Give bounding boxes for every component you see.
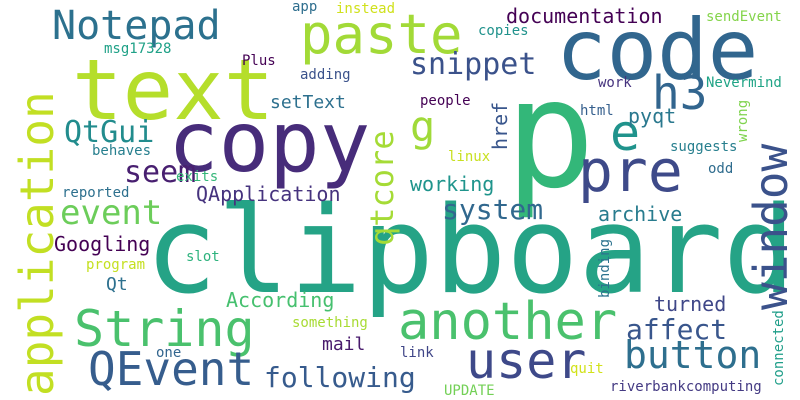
word-pyqt: pyqt (628, 104, 677, 128)
word-following: following (264, 361, 416, 394)
word-code: code (556, 1, 759, 99)
word-working: working (410, 172, 495, 196)
word-text: text (72, 41, 275, 139)
word-string: String (74, 300, 255, 358)
word-according: According (226, 288, 335, 312)
word-window: window (744, 143, 798, 310)
word-button: button (624, 333, 762, 377)
word-affect: affect (626, 313, 728, 346)
word-event: event (60, 193, 163, 233)
word-exits: exits (176, 169, 219, 185)
word-documentation: documentation (506, 4, 663, 28)
word-nevermind: Nevermind (706, 75, 782, 91)
word-pre: pre (578, 137, 683, 205)
word-clipboard: clipboard (145, 182, 796, 321)
word-html: html (580, 103, 614, 119)
word-odd: odd (708, 161, 734, 177)
word-riverbankcomputing: riverbankcomputing (610, 379, 762, 395)
word-settext: setText (270, 92, 346, 113)
word-msg17328: msg17328 (104, 41, 172, 57)
word-plus: Plus (242, 53, 276, 69)
word-quit: quit (570, 361, 604, 377)
word-archive: archive (598, 202, 683, 226)
word-link: link (400, 345, 434, 361)
word-suggests: suggests (670, 139, 738, 155)
word-work: work (598, 75, 632, 91)
word-instead: instead (336, 1, 396, 17)
word-qevent: QEvent (88, 342, 255, 396)
word-behaves: behaves (92, 143, 152, 159)
word-qt: Qt (106, 274, 128, 295)
word-e: e (610, 104, 641, 162)
word-linux: linux (448, 149, 491, 165)
word-program: program (86, 257, 146, 273)
word-another: another (398, 292, 618, 352)
word-qtcore: qtcore (363, 130, 401, 246)
word-h3: h3 (652, 66, 708, 120)
word-reported: reported (62, 185, 130, 201)
word-snippet: snippet (410, 47, 537, 82)
word-update: UPDATE (444, 383, 495, 399)
word-sendevent: sendEvent (706, 9, 782, 25)
word-seem: seem (124, 155, 197, 190)
word-one: one (156, 345, 182, 361)
word-href: href (488, 101, 512, 150)
word-people: people (420, 93, 471, 109)
word-app: app (292, 0, 318, 15)
word-g: g (410, 102, 436, 151)
word-wrong: wrong (735, 99, 751, 142)
word-p: p (505, 48, 596, 222)
word-copies: copies (478, 23, 529, 39)
word-qtgui: QtGui (64, 115, 155, 150)
word-paste: paste (300, 3, 463, 66)
word-binding: binding (597, 238, 613, 298)
word-adding: adding (300, 67, 351, 83)
word-connected: connected (771, 310, 787, 386)
word-notepad: Notepad (52, 3, 221, 49)
word-user: user (466, 332, 587, 390)
word-system: system (442, 193, 544, 226)
word-copy: copy (168, 93, 371, 191)
word-qapplication: QApplication (196, 182, 341, 206)
word-googling: Googling (54, 232, 151, 256)
word-turned: turned (654, 292, 727, 316)
word-mail: mail (322, 334, 366, 355)
word-something: something (292, 315, 368, 331)
word-slot: slot (186, 249, 220, 265)
